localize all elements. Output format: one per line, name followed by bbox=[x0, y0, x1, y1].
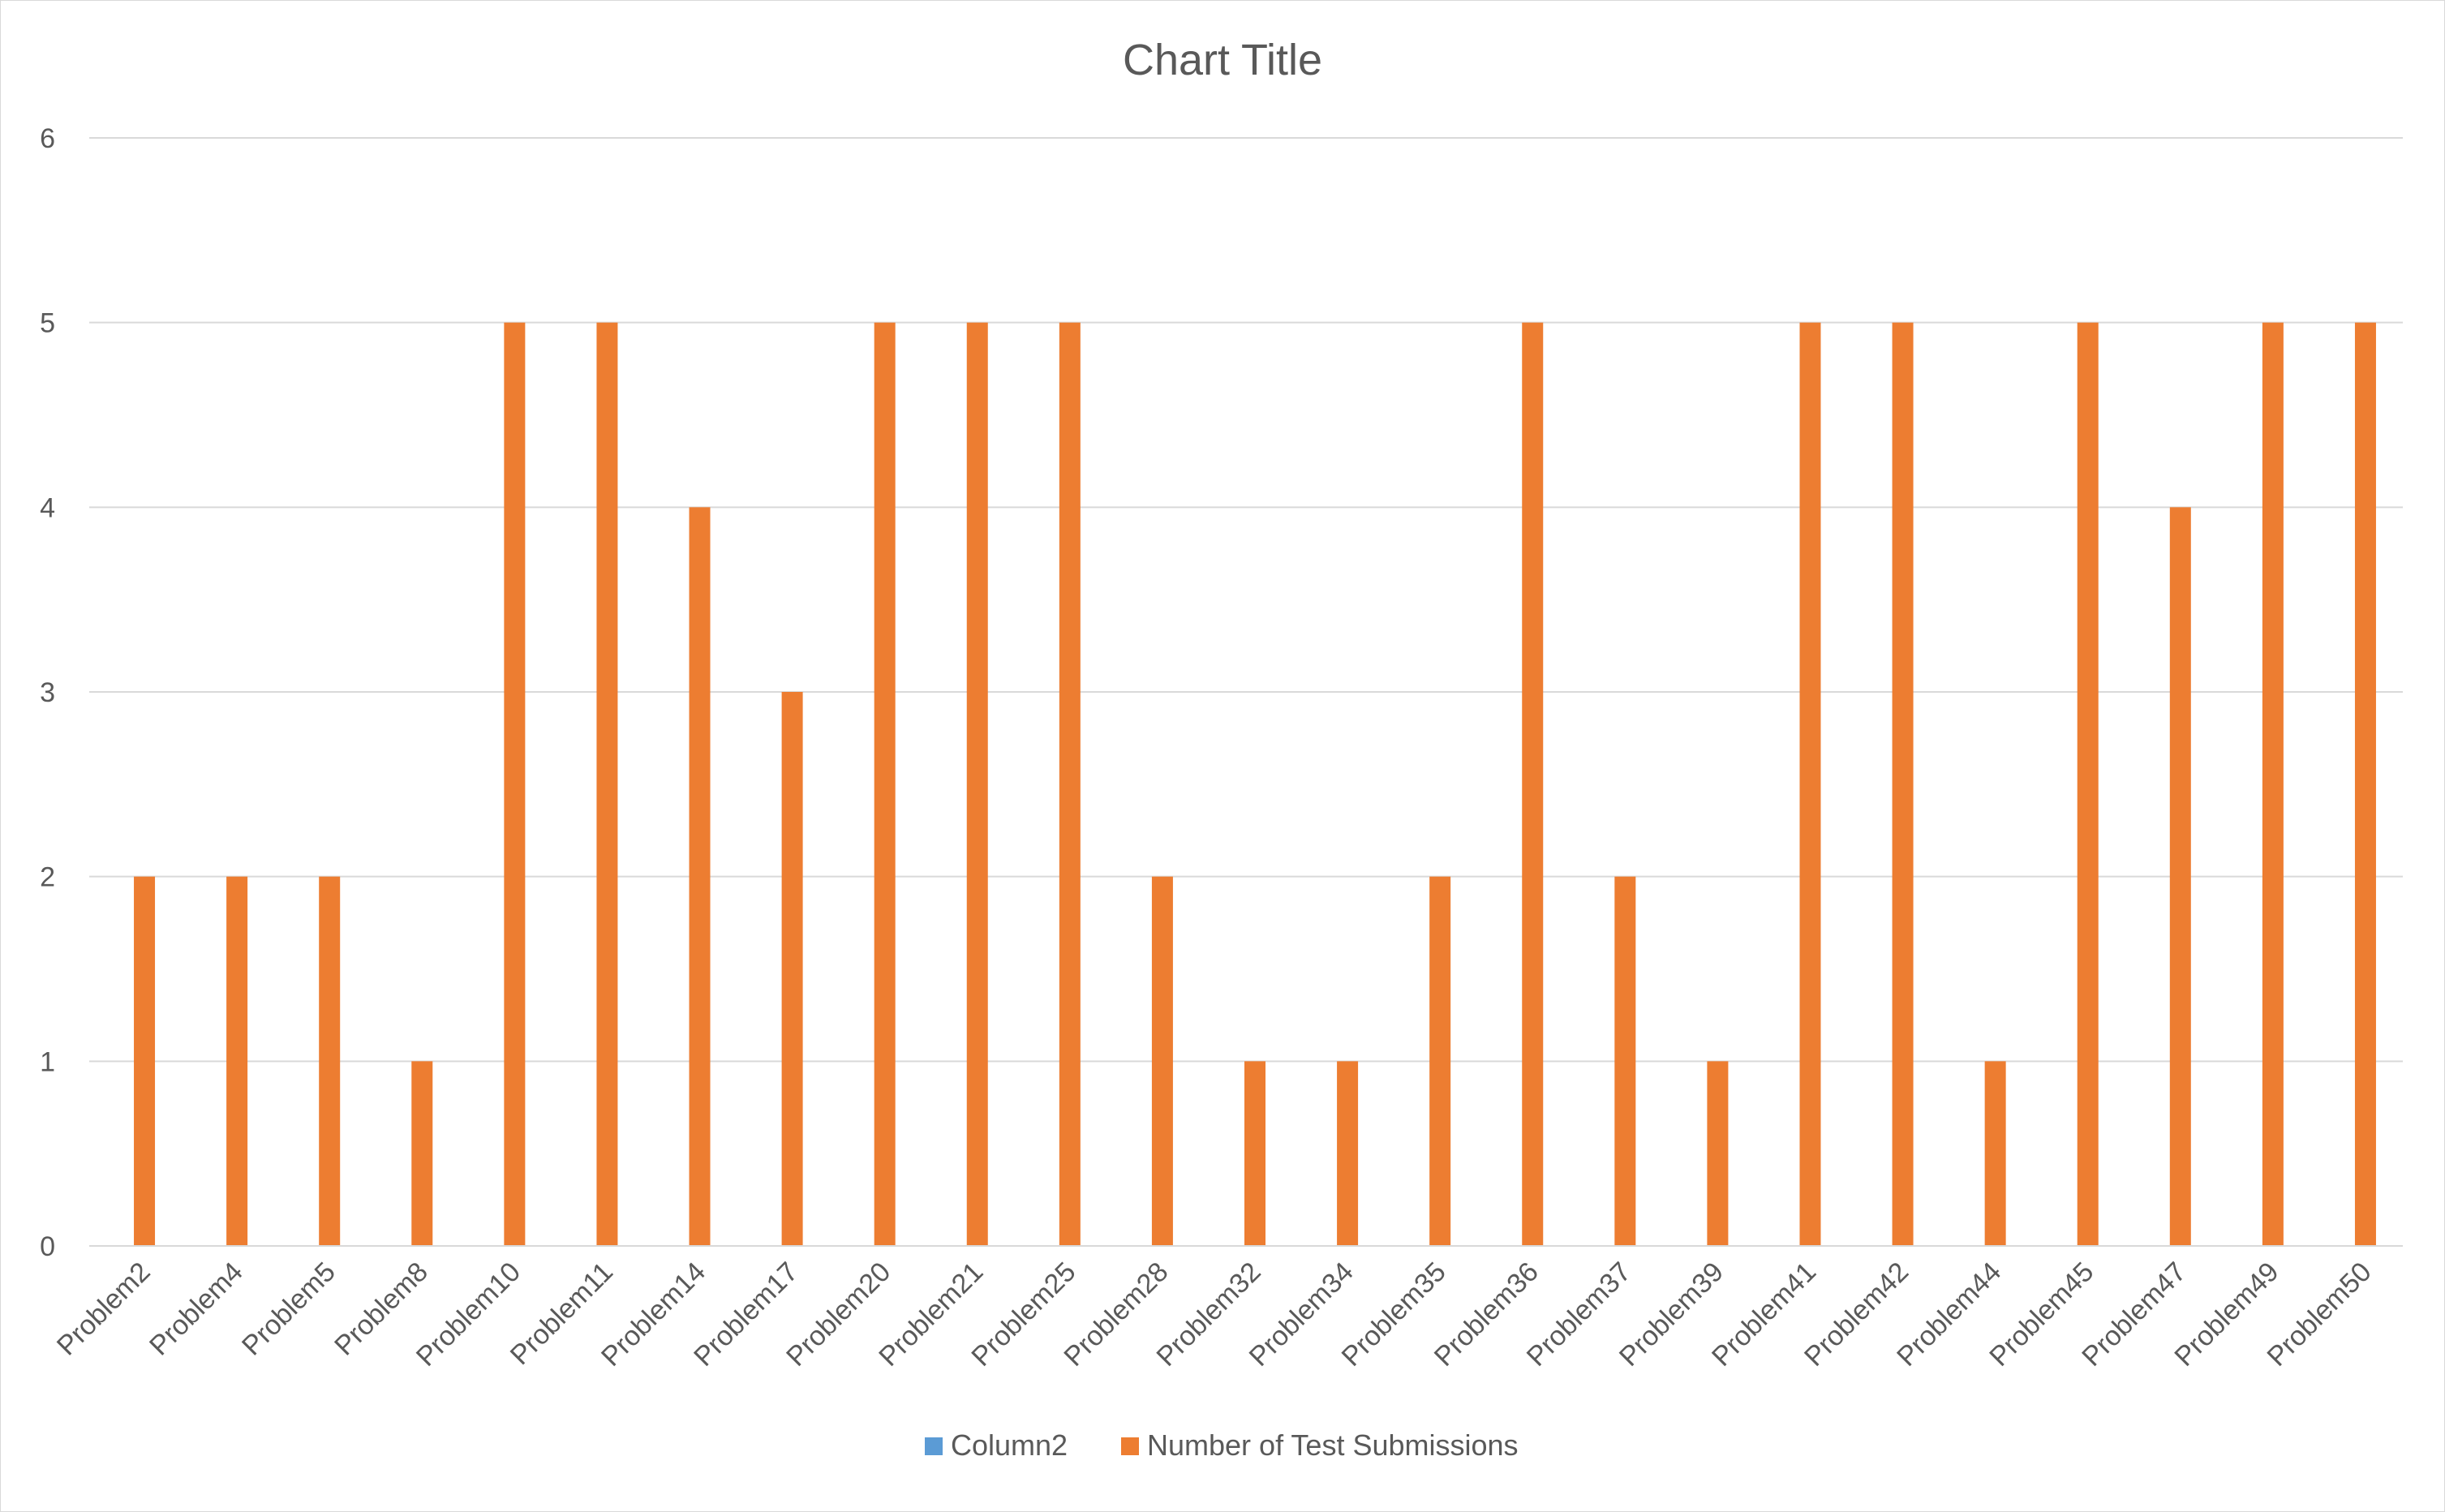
legend-label: Number of Test Submissions bbox=[1147, 1428, 1519, 1462]
legend-label: Column2 bbox=[951, 1428, 1068, 1462]
bar bbox=[226, 876, 248, 1246]
y-tick-label: 5 bbox=[40, 308, 55, 339]
bar bbox=[319, 876, 341, 1246]
bars bbox=[134, 322, 2376, 1247]
x-tick-label: Problem5 bbox=[236, 1256, 342, 1362]
bar bbox=[1429, 876, 1451, 1246]
legend: Column2 Number of Test Submissions bbox=[925, 1428, 1519, 1462]
y-tick-label: 0 bbox=[40, 1231, 55, 1262]
y-tick-label: 6 bbox=[40, 123, 55, 154]
y-tick-label: 2 bbox=[40, 862, 55, 893]
bar bbox=[411, 1061, 433, 1246]
legend-swatch bbox=[1121, 1437, 1139, 1455]
bar bbox=[781, 692, 803, 1246]
bar bbox=[1151, 876, 1173, 1246]
bar bbox=[1799, 322, 1821, 1247]
bar bbox=[689, 507, 711, 1246]
x-tick-label: Problem4 bbox=[144, 1256, 249, 1362]
y-tick-label: 4 bbox=[40, 492, 55, 523]
bar bbox=[1337, 1061, 1359, 1246]
chart-title: Chart Title bbox=[1123, 36, 1322, 84]
bar bbox=[1707, 1061, 1729, 1246]
y-axis-ticks: 0 1 2 3 4 5 6 bbox=[40, 123, 55, 1262]
bar bbox=[596, 322, 618, 1247]
bar bbox=[2169, 507, 2191, 1246]
bar bbox=[1059, 322, 1081, 1247]
bar bbox=[2262, 322, 2284, 1247]
x-tick-label: Problem2 bbox=[51, 1256, 157, 1362]
bar bbox=[504, 322, 526, 1247]
bar bbox=[1892, 322, 1914, 1247]
bar bbox=[966, 322, 988, 1247]
bar bbox=[1244, 1061, 1265, 1246]
bar bbox=[1522, 322, 1544, 1247]
bar bbox=[2354, 322, 2376, 1247]
bar bbox=[874, 322, 896, 1247]
x-axis-ticks: Problem2Problem4Problem5Problem8Problem1… bbox=[51, 1256, 2378, 1372]
gridlines bbox=[89, 137, 2403, 1063]
bar bbox=[134, 876, 156, 1246]
y-tick-label: 1 bbox=[40, 1046, 55, 1077]
bar bbox=[1614, 876, 1636, 1246]
legend-swatch bbox=[925, 1437, 943, 1455]
y-tick-label: 3 bbox=[40, 677, 55, 708]
bar bbox=[2077, 322, 2099, 1247]
bar bbox=[1984, 1061, 2006, 1246]
